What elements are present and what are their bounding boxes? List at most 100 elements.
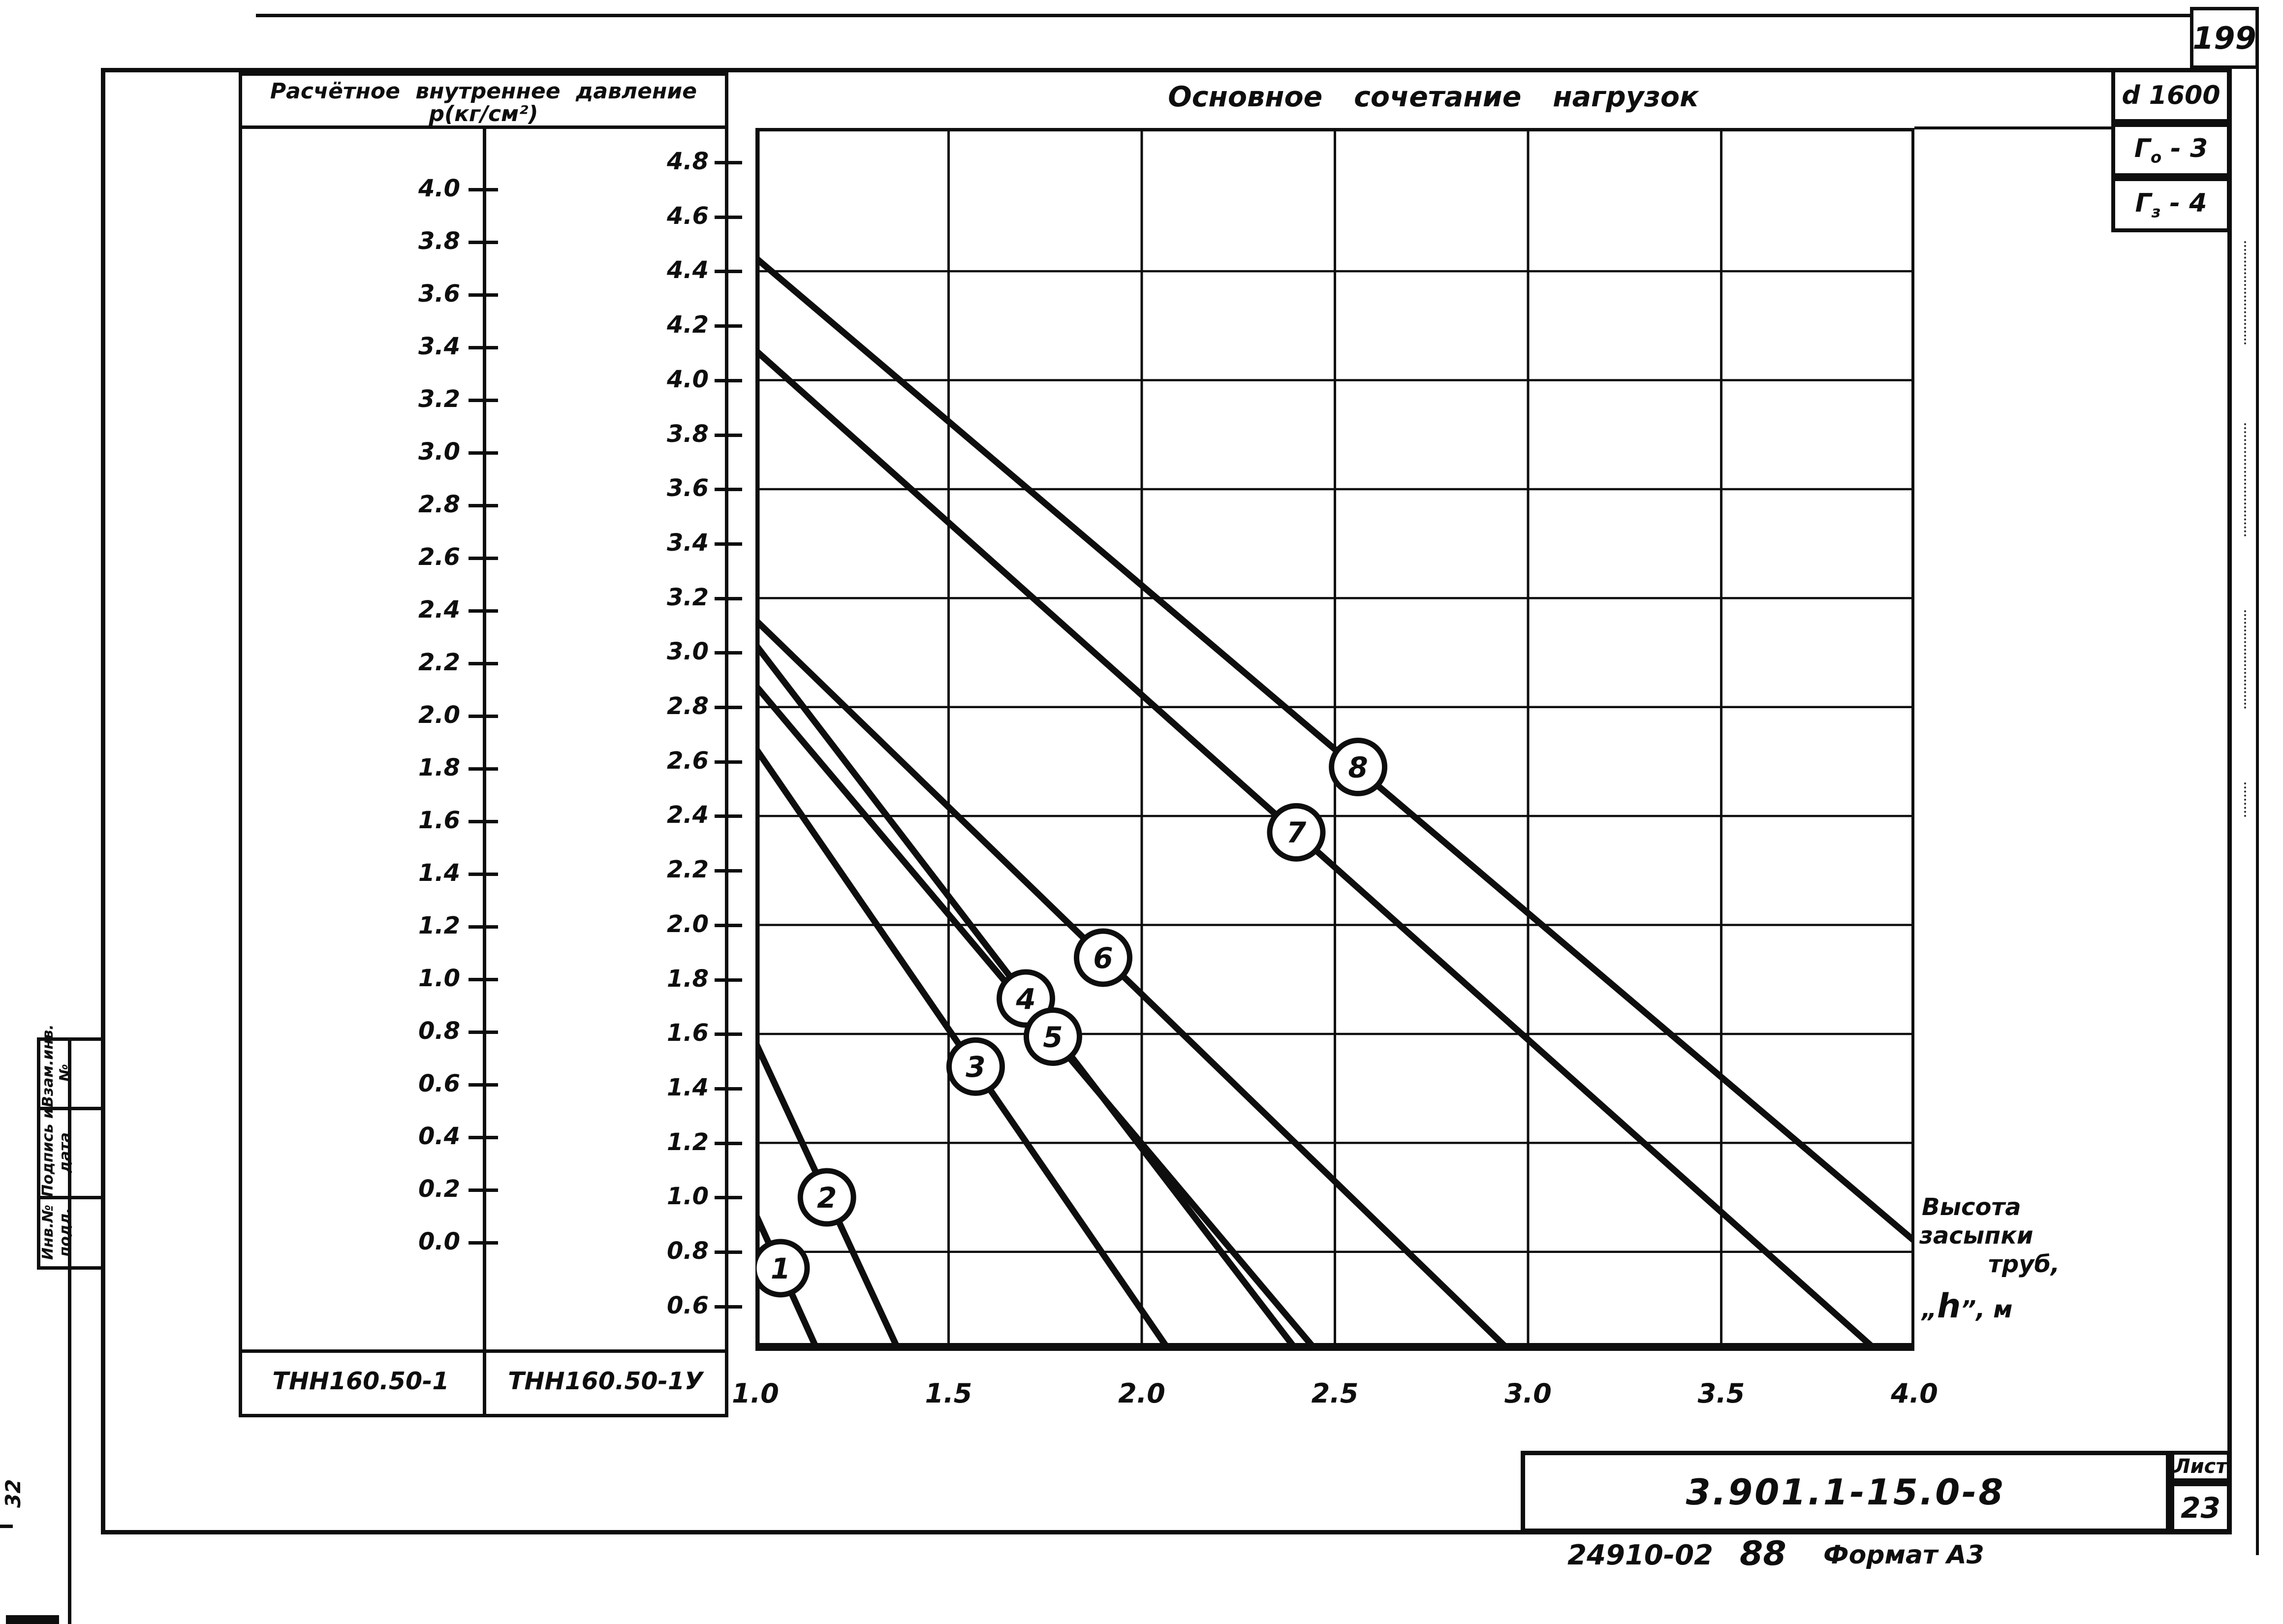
table-footer-right: ТНН160.50-1У <box>508 1367 703 1395</box>
curve-number-6: 6 <box>1093 941 1113 975</box>
corner-box-gz4-label: Гз - 4 <box>2135 188 2207 221</box>
left-scale-label-0.4: 0.4 <box>418 1123 460 1150</box>
right-scale-tick <box>715 1196 742 1200</box>
left-scale-tick <box>469 925 498 929</box>
left-scale-tick <box>469 1136 498 1139</box>
left-scale-tick <box>469 767 498 771</box>
right-scale-label-4.4: 4.4 <box>666 256 709 284</box>
right-scale-label-1.6: 1.6 <box>666 1019 709 1047</box>
right-scale-tick <box>715 542 742 546</box>
left-scale-tick <box>469 346 498 349</box>
left-scale-label-2.6: 2.6 <box>418 543 460 571</box>
right-scale-tick <box>715 1250 742 1254</box>
right-scale-label-2.6: 2.6 <box>666 747 709 775</box>
left-scale-label-3.8: 3.8 <box>418 227 460 255</box>
curve-number-7: 7 <box>1286 816 1307 849</box>
left-scale-tick <box>469 873 498 876</box>
binding-microtext-2 <box>2244 423 2246 536</box>
corner-box-d1600: d 1600 <box>2111 68 2231 123</box>
pressure-table-footer-line <box>239 1349 728 1353</box>
right-scale-label-1.8: 1.8 <box>666 965 709 993</box>
corner-mark-dash <box>0 1525 13 1528</box>
left-scale-label-2.0: 2.0 <box>418 701 460 729</box>
title-band-underline-right <box>1914 126 2111 129</box>
right-scale-label-0.6: 0.6 <box>666 1291 709 1319</box>
left-scale-label-0.2: 0.2 <box>418 1175 460 1203</box>
corner-box-go3: Го - 3 <box>2111 123 2231 177</box>
chart-title: Основное сочетание нагрузок <box>1168 81 1699 113</box>
right-scale-label-1.0: 1.0 <box>666 1183 709 1211</box>
right-scale-tick <box>715 1087 742 1091</box>
curve-number-8: 8 <box>1348 750 1368 784</box>
x-tick-label-2.5: 2.5 <box>1311 1378 1359 1409</box>
left-scale-label-3.4: 3.4 <box>418 333 460 360</box>
left-scale-tick <box>469 557 498 560</box>
left-scale-label-2.4: 2.4 <box>418 596 460 624</box>
x-axis-note-2: засыпки <box>1919 1222 2033 1249</box>
left-scale-tick <box>469 451 498 455</box>
left-scale-tick <box>469 1083 498 1087</box>
x-tick-label-2.0: 2.0 <box>1118 1378 1165 1409</box>
right-scale-tick <box>715 814 742 818</box>
footer-hand-number: 88 <box>1740 1534 1786 1573</box>
right-scale-label-3.8: 3.8 <box>666 420 709 448</box>
load-combination-chart: 1 2 345 6 7 8 <box>755 128 1914 1351</box>
curve-marker-6 <box>1074 928 1132 987</box>
right-scale-tick <box>715 596 742 600</box>
left-scale-tick <box>469 293 498 297</box>
left-scale-tick <box>469 662 498 665</box>
right-scale-tick <box>715 378 742 382</box>
x-tick-label-4.0: 4.0 <box>1891 1378 1938 1409</box>
corner-stamp-fragment <box>6 1615 59 1624</box>
right-scale-tick <box>715 270 742 274</box>
right-scale-tick <box>715 651 742 655</box>
right-scale-tick <box>715 760 742 764</box>
right-scale-label-2.4: 2.4 <box>666 801 709 829</box>
right-scale-tick <box>715 324 742 328</box>
left-scale-tick <box>469 1241 498 1245</box>
curve-marker-3 <box>946 1037 1005 1096</box>
left-scale-label-0.8: 0.8 <box>418 1017 460 1045</box>
x-tick-label-1.0: 1.0 <box>732 1378 779 1409</box>
sheet-label: Лист <box>2174 1455 2227 1478</box>
corner-box-go3-label: Го - 3 <box>2134 133 2208 167</box>
left-scale-label-1.8: 1.8 <box>418 754 460 781</box>
left-scale-label-0.6: 0.6 <box>418 1070 460 1097</box>
binding-microtext-3 <box>2244 610 2246 709</box>
left-scale-tick <box>469 188 498 191</box>
corner-box-d1600-label: d 1600 <box>2122 81 2220 110</box>
footer-doc-code: 24910-02 <box>1567 1539 1713 1571</box>
left-scale-tick <box>469 399 498 402</box>
page-number: 199 <box>2192 20 2256 56</box>
binding-microtext-4 <box>2244 782 2246 817</box>
curve-6 <box>755 617 1511 1351</box>
left-scale-tick <box>469 609 498 613</box>
binding-microtext-1 <box>2244 241 2246 344</box>
page-number-box: 199 <box>2190 7 2259 69</box>
drawing-frame <box>101 68 2232 1534</box>
left-scale-label-4.0: 4.0 <box>418 175 460 202</box>
curve-number-4: 4 <box>1015 982 1035 1016</box>
left-scale-label-1.2: 1.2 <box>418 912 460 939</box>
right-scale-label-2.2: 2.2 <box>666 856 709 884</box>
right-scale-label-1.4: 1.4 <box>666 1073 709 1101</box>
left-scale-tick <box>469 715 498 718</box>
right-scale-label-4.0: 4.0 <box>666 365 709 393</box>
right-scale-tick <box>715 215 742 219</box>
title-block-sheet-label-box: Лист <box>2170 1451 2231 1482</box>
x-tick-label-3.0: 3.0 <box>1504 1378 1552 1409</box>
left-scale-label-1.4: 1.4 <box>418 859 460 887</box>
curve-marker-1 <box>755 1239 810 1298</box>
sheet-right-edge <box>2256 7 2259 1555</box>
curve-number-1: 1 <box>771 1252 790 1285</box>
left-scale-tick <box>469 241 498 244</box>
right-scale-tick <box>715 161 742 164</box>
right-scale-tick <box>715 1305 742 1309</box>
stamp-label-vzam: Взам.инв.№ <box>39 1024 74 1107</box>
corner-handwritten-mark: 32 <box>1 1479 25 1508</box>
sheet-number: 23 <box>2181 1491 2220 1525</box>
curve-number-3: 3 <box>966 1050 985 1084</box>
left-scale-label-2.2: 2.2 <box>418 649 460 676</box>
right-scale-label-2.0: 2.0 <box>666 910 709 938</box>
